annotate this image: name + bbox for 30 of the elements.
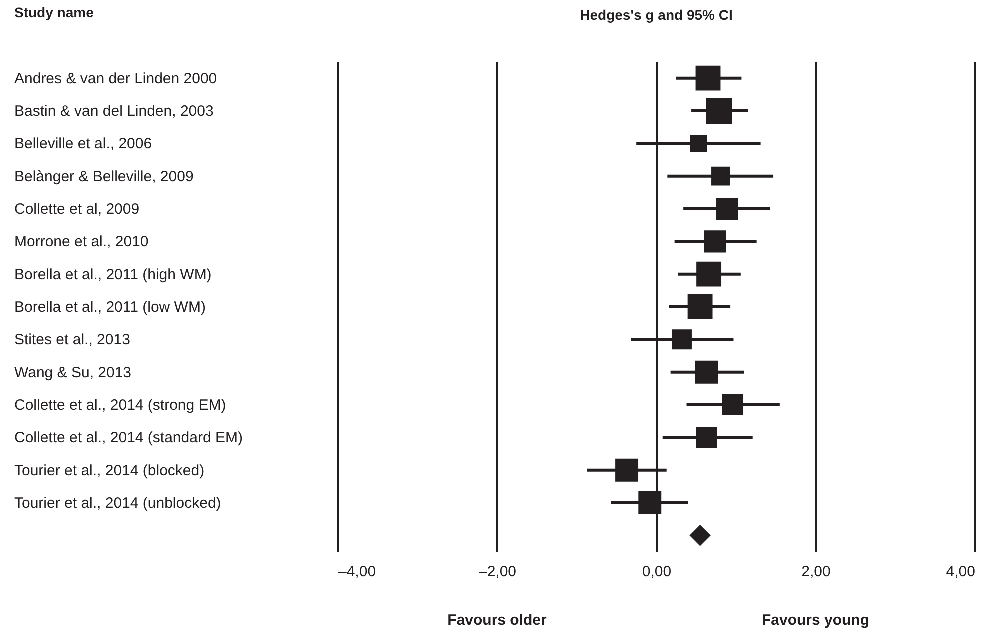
y-tick-label: Morrone et al., 2010 [14,234,149,251]
x-tick-label: –2,00 [478,564,517,580]
y-tick-label: Borella et al., 2011 (low WM) [14,299,206,316]
x-tick-label: 2,00 [802,564,831,580]
point [638,492,662,514]
x-tick-label: 4,00 [946,564,976,580]
point [704,230,726,253]
y-tick-label: Collette et al., 2014 (strong EM) [14,397,226,414]
x-tick-label: –4,00 [338,564,376,580]
x-tick-label: 0,00 [642,564,672,580]
chart-title: Hedges's g and 95% CI [580,7,733,23]
point [616,458,639,482]
y-tick-label: Tourier et al., 2014 (blocked) [14,462,205,480]
y-tick-label: Stites et al., 2013 [14,332,130,349]
text: Favours older [448,612,548,629]
y-tick-label: Wang & Su, 2013 [14,364,132,382]
point [716,198,738,220]
y-tick-label: Belleville et al., 2006 [14,136,152,153]
text: Favours young [762,612,870,629]
y-tick-label: Collette et al, 2009 [14,201,140,218]
y-tick-label: Belànger & Belleville, 2009 [14,168,194,186]
y-tick-label: Andres & van der Linden 2000 [14,70,218,88]
y-tick-label: Bastin & van del Linden, 2003 [14,103,214,120]
point [690,525,711,546]
y-axis-title: Study name [14,4,94,20]
point [695,360,718,384]
y-tick-label: Borella et al., 2011 (high WM) [14,266,212,284]
point [696,427,718,448]
y-tick-label: Tourier et al., 2014 (unblocked) [14,495,222,512]
y-tick-label: Collette et al., 2014 (standard EM) [14,430,243,447]
